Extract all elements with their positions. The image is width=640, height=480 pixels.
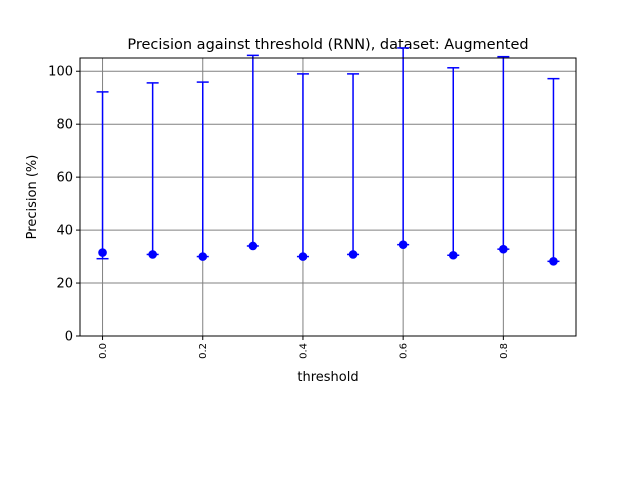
data-point: [549, 257, 558, 266]
error-bars: [96, 47, 560, 263]
data-points: [98, 240, 558, 266]
x-tick-label: 0.0: [98, 343, 109, 359]
x-tick-label: 0.6: [399, 343, 410, 359]
y-tick-label: 20: [56, 277, 73, 292]
y-tick-label: 60: [56, 171, 73, 186]
data-point: [499, 244, 508, 254]
y-tick-label: 80: [56, 118, 73, 133]
data-point: [248, 241, 258, 251]
x-tick-label: 0.2: [198, 343, 209, 359]
data-point: [148, 250, 157, 259]
axis-ticks: 0 20 40 60 80 100 0.0 0.2 0.4 0.6 0.8: [48, 65, 510, 359]
y-tick-label: 100: [48, 65, 73, 80]
data-point: [298, 252, 308, 261]
data-point: [198, 252, 208, 261]
data-point: [448, 250, 458, 260]
x-axis-label: threshold: [297, 370, 358, 385]
y-tick-label: 40: [56, 224, 73, 239]
data-point: [348, 250, 358, 259]
grid: [80, 58, 576, 337]
chart-title: Precision against threshold (RNN), datas…: [127, 37, 528, 53]
x-tick-label: 0.4: [298, 343, 309, 359]
plot-frame: [79, 57, 577, 337]
y-axis-label: Precision (%): [25, 155, 40, 240]
data-point: [398, 240, 408, 249]
x-tick-label: 0.8: [499, 343, 510, 359]
data-point: [98, 248, 107, 257]
y-tick-label: 0: [65, 330, 73, 345]
